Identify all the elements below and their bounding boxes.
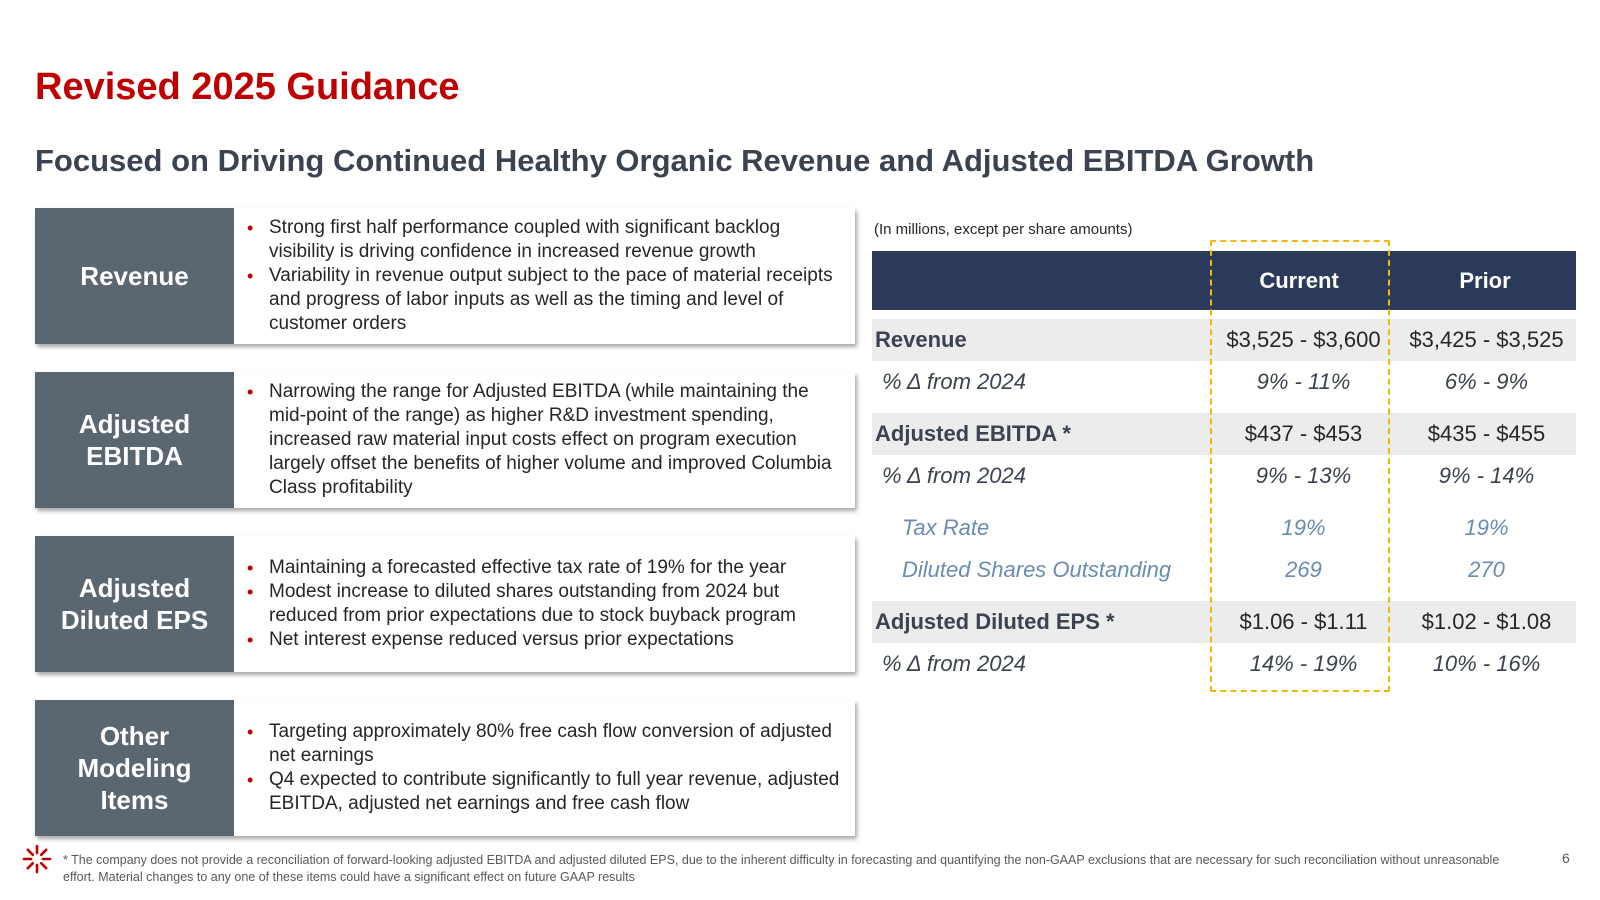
row-prior: 6% - 9% xyxy=(1444,369,1529,394)
company-logo-icon xyxy=(22,844,52,874)
box-label-other-modeling-items: Other Modeling Items xyxy=(35,700,234,836)
table-row-diluted-shares: Diluted Shares Outstanding 269 270 xyxy=(872,549,1576,591)
adjusted-diluted-eps-box: Adjusted Diluted EPS Maintaining a forec… xyxy=(35,536,855,672)
box-label-adjusted-ebitda: Adjusted EBITDA xyxy=(35,372,234,508)
page-subtitle: Focused on Driving Continued Healthy Org… xyxy=(35,143,1315,178)
row-current: 19% xyxy=(1281,515,1326,540)
header-blank xyxy=(872,251,1208,310)
row-prior: $435 - $455 xyxy=(1427,421,1546,446)
table-row-adjusted-ebitda: Adjusted EBITDA * $437 - $453 $435 - $45… xyxy=(872,413,1576,455)
table-row-ebitda-pct: % Δ from 2024 9% - 13% 9% - 14% xyxy=(872,455,1576,497)
current-column-highlight xyxy=(1210,240,1390,692)
row-label: Adjusted EBITDA * xyxy=(875,421,1071,446)
row-current: 269 xyxy=(1285,557,1322,582)
row-current: $1.06 - $1.11 xyxy=(1239,609,1368,634)
bullet-item: Narrowing the range for Adjusted EBITDA … xyxy=(246,380,843,500)
bullet-item: Q4 expected to contribute significantly … xyxy=(246,768,843,816)
table-row-revenue-pct: % Δ from 2024 9% - 11% 6% - 9% xyxy=(872,361,1576,403)
bullet-item: Strong first half performance coupled wi… xyxy=(246,216,843,264)
units-note: (In millions, except per share amounts) xyxy=(874,221,1133,238)
row-prior: 270 xyxy=(1468,557,1505,582)
box-label-adjusted-diluted-eps: Adjusted Diluted EPS xyxy=(35,536,234,672)
row-prior: $1.02 - $1.08 xyxy=(1421,609,1552,634)
row-prior: 10% - 16% xyxy=(1432,651,1541,676)
row-current: 9% - 13% xyxy=(1255,463,1352,488)
table-header: Current Prior xyxy=(872,251,1576,310)
row-current: $437 - $453 xyxy=(1244,421,1363,446)
page-title: Revised 2025 Guidance xyxy=(35,66,460,108)
row-current: 14% - 19% xyxy=(1249,651,1358,676)
box-body-adjusted-diluted-eps: Maintaining a forecasted effective tax r… xyxy=(234,536,855,672)
row-current: 9% - 11% xyxy=(1256,369,1351,394)
header-current: Current xyxy=(1259,267,1339,293)
table-row-revenue: Revenue $3,525 - $3,600 $3,425 - $3,525 xyxy=(872,319,1576,361)
row-label: % Δ from 2024 xyxy=(882,369,1026,394)
bullet-item: Modest increase to diluted shares outsta… xyxy=(246,580,843,628)
other-modeling-items-box: Other Modeling Items Targeting approxima… xyxy=(35,700,855,836)
row-label: Tax Rate xyxy=(902,515,990,540)
box-label-revenue: Revenue xyxy=(35,208,234,344)
guidance-table: Current Prior Revenue $3,525 - $3,600 $3… xyxy=(872,251,1576,676)
row-label: Diluted Shares Outstanding xyxy=(902,557,1172,582)
row-prior: $3,425 - $3,525 xyxy=(1409,327,1564,352)
adjusted-ebitda-box: Adjusted EBITDA Narrowing the range for … xyxy=(35,372,855,508)
bullet-item: Net interest expense reduced versus prio… xyxy=(246,628,843,652)
revenue-box: Revenue Strong first half performance co… xyxy=(35,208,855,344)
footnote: * The company does not provide a reconci… xyxy=(63,853,1500,884)
row-label: Revenue xyxy=(875,327,967,352)
bullet-item: Maintaining a forecasted effective tax r… xyxy=(246,556,843,580)
row-prior: 19% xyxy=(1464,515,1509,540)
row-prior: 9% - 14% xyxy=(1438,463,1535,488)
page-number: 6 xyxy=(1562,850,1570,866)
row-label: % Δ from 2024 xyxy=(882,463,1026,488)
row-current: $3,525 - $3,600 xyxy=(1226,327,1381,352)
bullet-item: Targeting approximately 80% free cash fl… xyxy=(246,720,843,768)
bullet-item: Variability in revenue output subject to… xyxy=(246,264,843,336)
table-row-eps-pct: % Δ from 2024 14% - 19% 10% - 16% xyxy=(872,643,1576,685)
box-body-adjusted-ebitda: Narrowing the range for Adjusted EBITDA … xyxy=(234,372,855,508)
table-row-adjusted-diluted-eps: Adjusted Diluted EPS * $1.06 - $1.11 $1.… xyxy=(872,601,1576,643)
box-body-revenue: Strong first half performance coupled wi… xyxy=(234,208,855,344)
row-label: % Δ from 2024 xyxy=(882,651,1026,676)
table-row-tax-rate: Tax Rate 19% 19% xyxy=(872,507,1576,549)
row-label: Adjusted Diluted EPS * xyxy=(875,609,1115,634)
box-body-other-modeling-items: Targeting approximately 80% free cash fl… xyxy=(234,700,855,836)
header-prior: Prior xyxy=(1459,267,1511,293)
